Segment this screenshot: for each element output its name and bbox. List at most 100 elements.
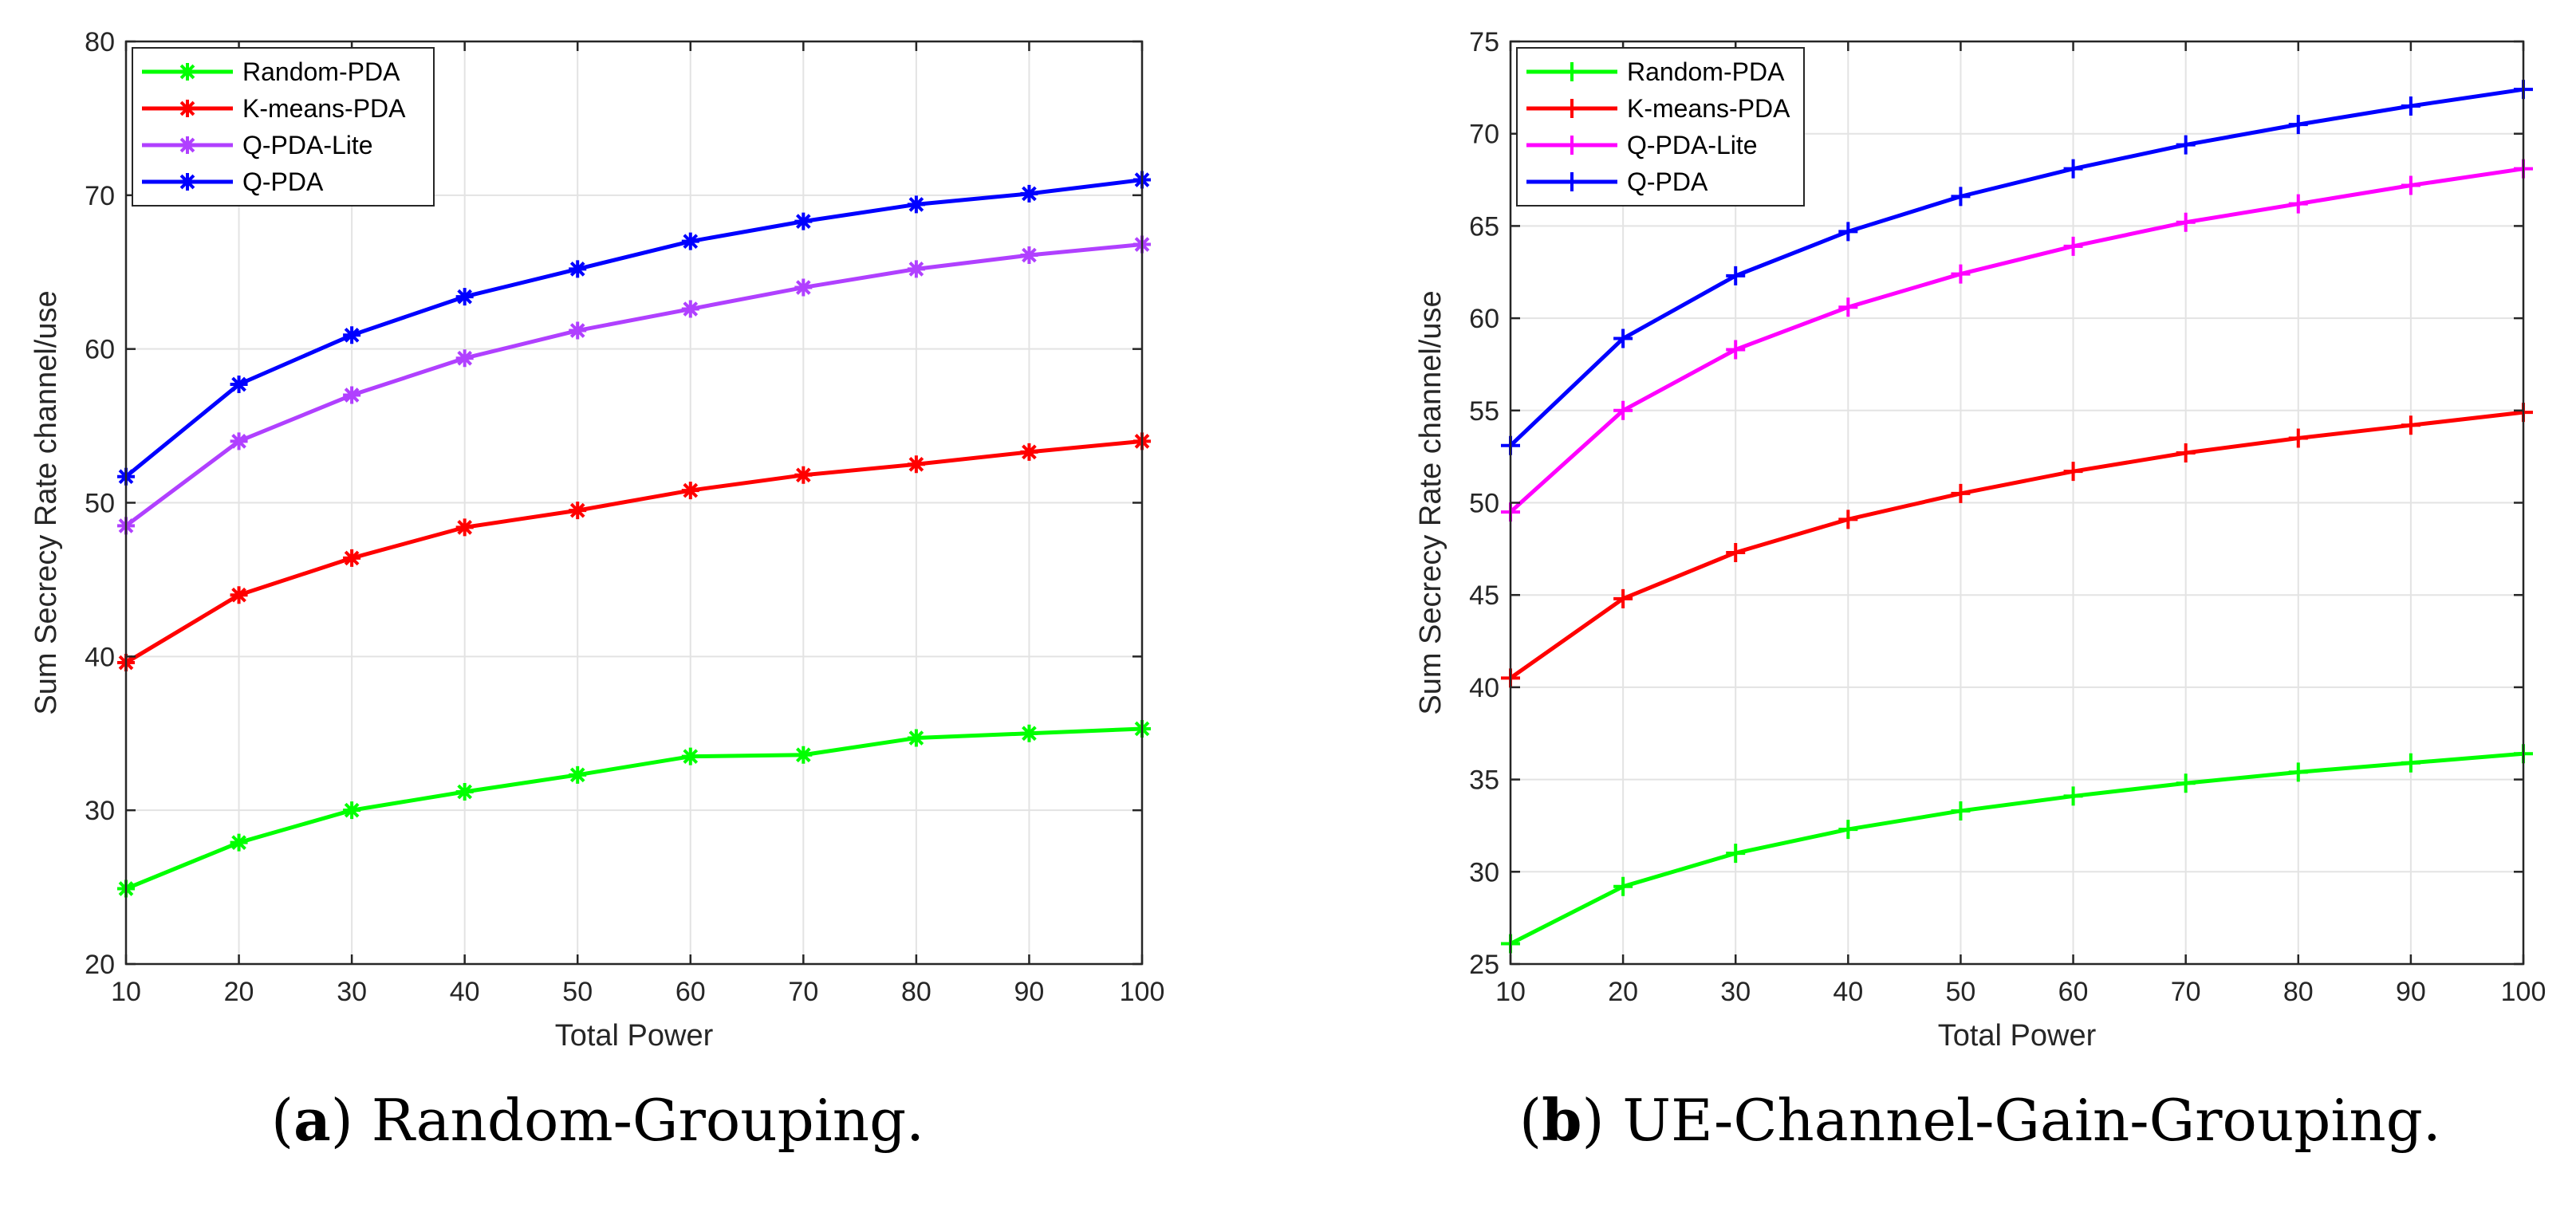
data-point: [681, 482, 699, 500]
data-point: [2288, 428, 2308, 448]
x-tick-label: 60: [2058, 977, 2089, 1007]
x-tick-label: 90: [2396, 977, 2426, 1007]
caption-letter: b: [1542, 1086, 1581, 1154]
data-point: [907, 729, 925, 747]
data-point: [1613, 329, 1633, 348]
data-point: [230, 376, 248, 394]
data-point: [2401, 753, 2420, 773]
legend-marker: [1562, 172, 1581, 191]
y-tick-label: 45: [1469, 580, 1499, 611]
data-point: [230, 586, 248, 604]
legend-item: Random-PDA: [1526, 57, 1785, 86]
legend-item: K-means-PDA: [1526, 94, 1790, 123]
data-point: [1838, 820, 1858, 840]
y-tick-label: 50: [1469, 489, 1499, 519]
legend-marker: [179, 63, 196, 81]
legend-item: K-means-PDA: [142, 94, 406, 123]
data-point: [907, 455, 925, 474]
legend-item: Q-PDA: [1526, 167, 1708, 196]
y-tick-label: 50: [85, 489, 115, 519]
data-point: [2401, 415, 2420, 435]
legend: Random-PDA K-means-PDA Q-PDA-Lite Q-PDA: [1516, 47, 1805, 207]
data-point: [455, 783, 474, 801]
x-tick-label: 10: [111, 977, 141, 1007]
data-point: [1020, 184, 1038, 203]
data-point: [681, 747, 699, 765]
x-axis-label: Total Power: [1938, 1019, 2097, 1053]
series-random-pda: [1501, 744, 2533, 954]
series-line: [124, 242, 1143, 528]
data-point: [2063, 786, 2083, 806]
legend-marker: [1562, 136, 1581, 155]
data-point: [2288, 194, 2308, 214]
y-tick-label: 60: [85, 335, 115, 365]
x-tick-label: 10: [1495, 977, 1526, 1007]
data-point: [681, 232, 699, 250]
x-tick-label: 30: [1720, 977, 1751, 1007]
data-point: [1020, 443, 1038, 461]
legend-marker: [179, 136, 196, 154]
legend-item: Random-PDA: [142, 57, 400, 86]
data-point: [794, 278, 813, 297]
data-point: [1951, 187, 1971, 207]
data-point: [1726, 340, 1746, 360]
series-line: [1509, 410, 2524, 680]
legend-label: K-means-PDA: [242, 94, 406, 123]
x-tick-label: 70: [788, 977, 818, 1007]
data-point: [907, 260, 925, 278]
series-k-means-pda: [117, 432, 1151, 672]
y-axis-label: Sum Secrecy Rate channel/use: [30, 290, 63, 714]
data-point: [1951, 801, 1971, 820]
data-point: [1838, 297, 1858, 317]
x-tick-label: 30: [337, 977, 367, 1007]
caption-letter: a: [293, 1086, 331, 1154]
data-point: [1613, 876, 1633, 896]
data-point: [569, 765, 587, 784]
data-point: [2288, 762, 2308, 782]
x-tick-label: 90: [1014, 977, 1045, 1007]
legend-marker: [1562, 99, 1581, 118]
x-tick-label: 40: [450, 977, 480, 1007]
y-tick-label: 65: [1469, 211, 1499, 242]
data-point: [2063, 159, 2083, 179]
data-point: [455, 518, 474, 537]
data-point: [569, 502, 587, 520]
y-tick-label: 80: [85, 27, 115, 57]
data-point: [1951, 264, 1971, 284]
subfigure-caption: (b) UE-Channel-Gain-Grouping.: [1519, 1086, 2441, 1154]
series-line: [1509, 87, 2524, 447]
data-point: [1838, 222, 1858, 242]
data-point: [2288, 115, 2308, 135]
series-line: [1509, 167, 2524, 514]
caption-open-paren: (: [271, 1087, 293, 1154]
data-point: [1838, 510, 1858, 529]
data-point: [1951, 483, 1971, 503]
data-point: [1613, 400, 1633, 420]
series-line: [1509, 751, 2524, 946]
data-point: [2063, 462, 2083, 482]
y-tick-label: 40: [85, 642, 115, 672]
y-tick-label: 35: [1469, 765, 1499, 796]
data-point: [1726, 542, 1746, 562]
legend-label: Q-PDA-Lite: [242, 131, 373, 159]
series-line: [125, 726, 1143, 891]
data-point: [343, 549, 361, 567]
subfigure-caption: (a) Random-Grouping.: [271, 1086, 924, 1154]
data-point: [794, 466, 813, 484]
legend-label: Q-PDA: [242, 167, 324, 196]
data-point: [2063, 236, 2083, 256]
series-line: [124, 439, 1143, 665]
data-point: [1020, 246, 1038, 265]
y-axis-label: Sum Secrecy Rate channel/use: [1414, 290, 1448, 714]
data-point: [794, 212, 813, 230]
data-point: [455, 288, 474, 306]
legend-label: Q-PDA-Lite: [1627, 131, 1758, 159]
data-point: [343, 326, 361, 344]
data-point: [2176, 212, 2196, 232]
chart-panel-b: 10 20 30 40 50 60 70 80 90 100 25 30 35 40 45 50 55 60 65 7…: [1414, 27, 2546, 1154]
series-line: [124, 178, 1143, 478]
caption-close-paren: ): [331, 1087, 353, 1154]
x-tick-label: 80: [2283, 977, 2314, 1007]
data-point: [907, 195, 925, 214]
